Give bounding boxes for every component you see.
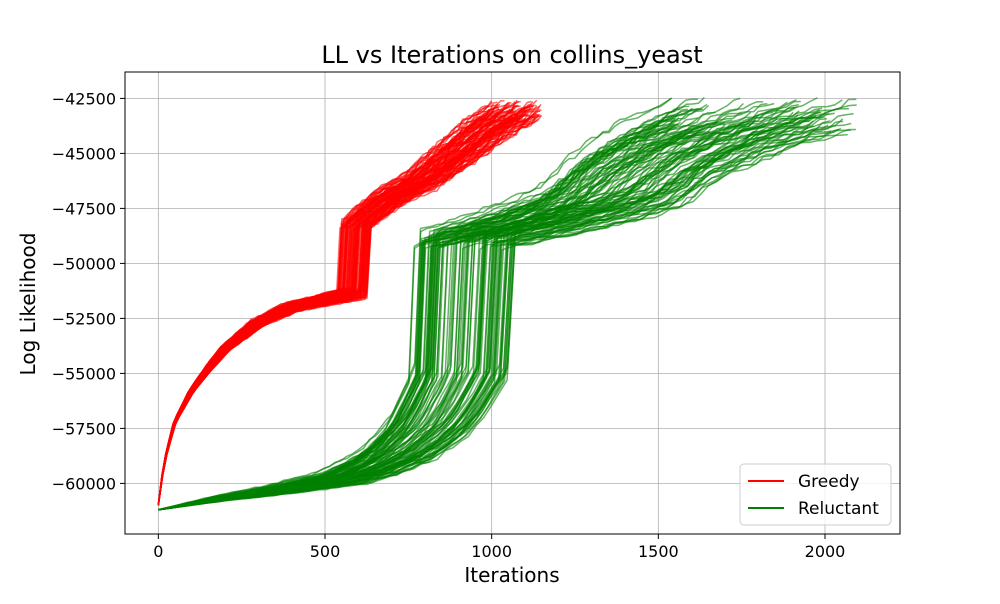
greedy-run-line (157, 103, 509, 506)
y-tick-label: −47500 (52, 199, 116, 218)
greedy-run-line (157, 103, 501, 506)
reluctant-run-line (158, 119, 810, 511)
greedy-run-line (157, 107, 531, 506)
x-tick-label: 2000 (805, 542, 846, 561)
greedy-run-line (157, 121, 508, 506)
y-tick-label: −42500 (52, 89, 116, 108)
reluctant-run-line (158, 128, 856, 511)
legend-label-greedy: Greedy (798, 472, 860, 492)
greedy-run-line (157, 114, 543, 506)
y-tick-label: −60000 (52, 474, 116, 493)
x-axis-label: Iterations (464, 563, 559, 587)
x-tick-label: 0 (153, 542, 163, 561)
greedy-run-line (157, 112, 529, 506)
y-tick-label: −57500 (52, 419, 116, 438)
y-tick-label: −45000 (52, 144, 116, 163)
x-tick-label: 500 (310, 542, 341, 561)
plot-lines (157, 96, 857, 511)
reluctant-run-line (158, 113, 854, 511)
greedy-run-line (157, 115, 535, 506)
greedy-run-line (157, 110, 523, 506)
y-axis-label: Log Likelihood (16, 233, 40, 376)
plot-frame (124, 71, 901, 535)
reluctant-run-line (158, 114, 677, 511)
reluctant-run-line (158, 97, 672, 511)
legend: Greedy Reluctant (739, 463, 892, 526)
greedy-run-line (157, 115, 531, 506)
reluctant-run-line (158, 114, 760, 511)
reluctant-run-line (158, 109, 821, 511)
greedy-run-line (157, 110, 514, 506)
greedy-run-line (157, 114, 529, 506)
y-tick-label: −52500 (52, 309, 116, 328)
reluctant-run-line (158, 117, 751, 511)
greedy-run-line (157, 115, 531, 506)
greedy-run-line (157, 106, 530, 506)
grid (125, 72, 900, 534)
y-tick-label: −55000 (52, 364, 116, 383)
y-tick-label: −50000 (52, 254, 116, 273)
reluctant-run-line (158, 120, 814, 511)
greedy-run-line (157, 116, 530, 506)
axis-ticks: 0 500 1000 1500 2000 −60000 −57500 −55000 −52500… (52, 89, 846, 561)
legend-label-reluctant: Reluctant (798, 499, 879, 519)
x-tick-label: 1500 (638, 542, 679, 561)
x-tick-label: 1000 (471, 542, 512, 561)
chart-title: LL vs Iterations on collins_yeast (321, 41, 702, 69)
legend-box (739, 463, 892, 526)
